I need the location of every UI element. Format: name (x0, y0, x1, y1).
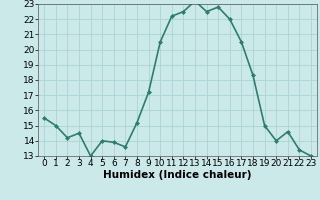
X-axis label: Humidex (Indice chaleur): Humidex (Indice chaleur) (103, 170, 252, 180)
